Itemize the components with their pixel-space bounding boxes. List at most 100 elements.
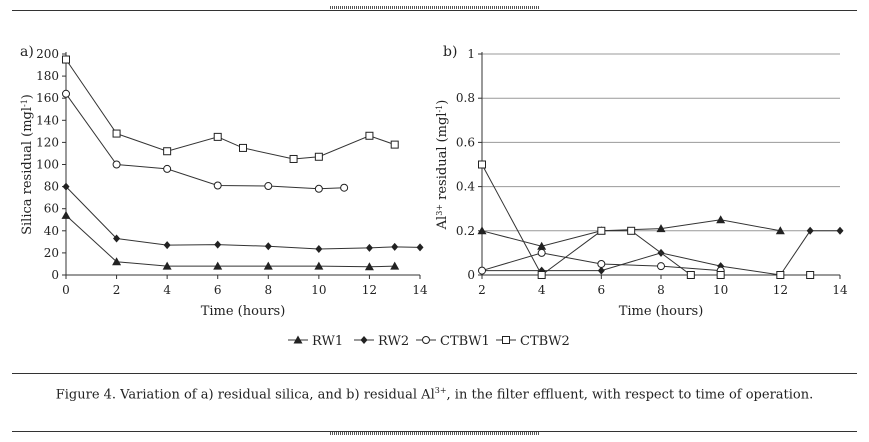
legend-marker-1	[360, 336, 368, 344]
x-tick-label-b-2: 6	[598, 283, 606, 297]
point-a-CTBW2-2	[163, 147, 172, 156]
x-tick-label-a-3: 6	[214, 283, 222, 297]
point-a-RW1-6	[364, 262, 374, 271]
point-a-CTBW1-5	[314, 184, 323, 193]
point-a-RW2-5	[315, 245, 323, 254]
x-tick-label-b-3: 8	[657, 283, 665, 297]
point-b-RW1-4	[716, 215, 726, 224]
point-a-CTBW1-3	[213, 181, 222, 190]
y-axis-label-part-b-1: 3+	[435, 204, 444, 216]
point-b-CTBW2-2	[597, 226, 606, 235]
point-b-RW1-1	[537, 241, 547, 250]
series-a-RW2	[62, 182, 424, 254]
caption-sup: 3+	[434, 386, 447, 395]
y-tick-label-b-4: 0.8	[456, 91, 475, 105]
x-tick-label-b-1: 4	[538, 283, 546, 297]
series-line-a-CTBW1	[65, 93, 345, 190]
series-b-CTBW2	[478, 160, 815, 279]
y-axis-label-part-a-0: Silica residual (mgl	[20, 107, 35, 235]
panel-label-b: b)	[443, 44, 457, 60]
x-tick-label-a-5: 10	[311, 283, 326, 297]
series-line-b-RW2	[482, 230, 840, 276]
legend-label-3: CTBW2	[520, 334, 570, 349]
y-tick-label-b-0: 0	[467, 268, 475, 282]
y-axis-label-part-a-1: -1	[20, 99, 29, 107]
point-a-CTBW1-1	[112, 160, 121, 169]
x-tick-label-a-4: 8	[264, 283, 272, 297]
series-line-b-CTBW2	[481, 164, 811, 276]
x-axis-label-b: Time (hours)	[619, 304, 704, 319]
point-a-RW1-0	[61, 210, 71, 219]
decorative-rule-bottom	[330, 432, 540, 435]
series-line-a-RW1	[65, 214, 395, 268]
y-tick-label-a-0: 0	[51, 268, 59, 282]
series-a-CTBW2	[62, 55, 399, 163]
point-a-CTBW1-2	[163, 164, 172, 173]
point-b-CTBW2-0	[478, 160, 486, 169]
point-a-CTBW1-0	[62, 89, 70, 98]
x-tick-label-a-1: 2	[113, 283, 121, 297]
point-a-CTBW2-6	[314, 152, 323, 161]
legend-label-2: CTBW1	[440, 334, 490, 349]
decorative-rule-top	[330, 6, 540, 9]
y-axis-label-part-b-4: )	[435, 100, 450, 105]
point-b-CTBW2-6	[776, 271, 785, 279]
point-a-CTBW2-4	[239, 143, 247, 152]
point-b-RW1-5	[775, 226, 785, 235]
point-a-CTBW2-8	[390, 140, 399, 149]
panel-label-a: a)	[20, 44, 34, 60]
y-axis-label-b: Al3+ residual (mgl-1)	[435, 100, 451, 231]
figure-frame	[12, 10, 857, 432]
caption-prefix: Figure 4. Variation of a) residual silic…	[55, 387, 435, 403]
y-tick-label-a-8: 160	[36, 91, 59, 105]
point-b-RW2-2	[597, 266, 605, 275]
point-b-RW1-3	[656, 224, 666, 233]
point-b-CTBW2-4	[686, 271, 695, 279]
point-a-RW2-8	[416, 243, 424, 252]
point-a-RW2-4	[264, 242, 272, 251]
point-b-CTBW1-0	[478, 266, 486, 275]
y-tick-label-a-4: 80	[44, 180, 59, 194]
point-b-CTBW2-3	[627, 226, 636, 235]
point-b-RW1-0	[477, 226, 487, 235]
point-b-CTBW2-7	[806, 271, 815, 279]
caption-separator	[12, 373, 857, 374]
x-tick-label-a-2: 4	[163, 283, 171, 297]
y-axis-label-part-b-3: -1	[435, 105, 444, 113]
series-line-a-RW2	[65, 186, 421, 250]
y-tick-label-a-1: 20	[44, 246, 59, 260]
x-tick-label-a-7: 14	[412, 283, 428, 297]
y-axis-label-a: Silica residual (mgl-1)	[20, 94, 36, 235]
y-tick-label-a-5: 100	[36, 158, 59, 172]
point-a-RW2-3	[214, 240, 222, 249]
y-tick-label-b-3: 0.6	[456, 135, 475, 149]
point-a-RW1-5	[314, 261, 324, 270]
x-axis-label-a: Time (hours)	[201, 304, 286, 319]
point-a-CTBW1-4	[264, 182, 273, 191]
x-tick-label-b-5: 12	[773, 283, 788, 297]
point-b-RW2-6	[806, 226, 814, 235]
point-a-RW1-7	[390, 261, 400, 270]
caption-suffix: , in the filter effluent, with respect t…	[446, 387, 814, 403]
x-tick-label-b-4: 10	[713, 283, 728, 297]
x-tick-label-b-0: 2	[478, 283, 486, 297]
point-a-RW1-1	[112, 257, 122, 266]
point-a-RW1-4	[263, 261, 273, 270]
legend-label-0: RW1	[312, 334, 343, 349]
x-tick-label-b-6: 14	[832, 283, 848, 297]
point-a-CTBW2-7	[365, 131, 374, 140]
y-tick-label-a-6: 120	[36, 135, 59, 149]
point-b-CTBW2-5	[716, 271, 725, 279]
point-a-RW2-0	[62, 182, 70, 191]
legend-marker-2	[422, 336, 430, 344]
point-b-CTBW1-2	[597, 259, 606, 268]
figure-caption: Figure 4. Variation of a) residual silic…	[0, 386, 869, 402]
y-axis-label-part-b-2: residual (mgl	[435, 113, 450, 204]
y-tick-label-b-5: 1	[467, 47, 475, 61]
series-a-CTBW1	[62, 89, 349, 193]
panel-a: 0 20 40 60 80 100 120 140 160 180 200 0 2 4 6 8 10 12 14 Ti…	[20, 44, 428, 319]
y-tick-label-a-9: 180	[36, 69, 59, 83]
y-axis-label-part-b-0: Al	[435, 216, 450, 231]
